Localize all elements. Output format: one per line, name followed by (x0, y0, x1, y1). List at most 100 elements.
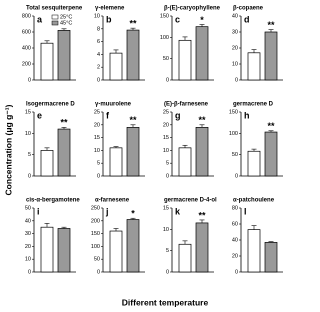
bar (126, 29, 140, 81)
significance: ** (267, 20, 275, 30)
bar (109, 230, 123, 273)
bar (247, 150, 261, 177)
y-tick-label: 15 (163, 135, 169, 141)
legend-swatch (51, 20, 59, 26)
y-tick-label: 0 (235, 173, 238, 179)
y-tick-label: 50 (25, 205, 31, 211)
legend-swatch (51, 14, 59, 20)
bar (195, 222, 209, 273)
bar (126, 127, 140, 177)
bar (57, 30, 71, 81)
y-tick-label: 15 (163, 205, 169, 211)
significance: * (131, 209, 135, 219)
significance: ** (267, 121, 275, 131)
y-tick-label: 30 (232, 29, 238, 35)
y-tick-label: 20 (232, 45, 238, 51)
bar (40, 42, 54, 81)
bar (264, 131, 278, 177)
bar (109, 147, 123, 177)
bar (247, 229, 261, 273)
x-axis-label: Different temperature (122, 297, 209, 307)
panel-title: γ-elemene (95, 6, 125, 12)
y-axis-label: Concentration (μg g⁻¹) (3, 104, 13, 195)
bar (57, 228, 71, 273)
y-tick-label: 10 (94, 148, 100, 154)
y-tick-label: 0 (166, 269, 169, 275)
panel-letter: i (37, 206, 40, 216)
y-tick-label: 5 (166, 161, 169, 167)
y-tick-label: 200 (22, 61, 31, 67)
panel-letter: k (175, 206, 181, 216)
bar (109, 52, 123, 81)
y-tick-label: 150 (160, 13, 169, 19)
y-tick-label: 10 (232, 61, 238, 67)
y-tick-label: 25 (163, 109, 169, 115)
significance: ** (198, 115, 206, 125)
significance: ** (129, 115, 137, 125)
y-tick-label: 8 (97, 26, 100, 32)
y-tick-label: 50 (232, 152, 238, 158)
y-tick-label: 200 (91, 218, 100, 224)
y-tick-label: 60 (232, 221, 238, 227)
y-tick-label: 2 (97, 65, 100, 71)
legend-label: 25°C (60, 14, 72, 20)
y-tick-label: 400 (22, 45, 31, 51)
y-tick-label: 20 (232, 253, 238, 259)
y-tick-label: 600 (22, 29, 31, 35)
y-tick-label: 20 (94, 122, 100, 128)
y-tick-label: 0 (28, 269, 31, 275)
y-tick-label: 40 (232, 237, 238, 243)
y-tick-label: 150 (91, 231, 100, 237)
panel-letter: d (244, 14, 250, 24)
y-tick-label: 250 (91, 205, 100, 211)
panel-title: α-patchoulene (233, 198, 275, 204)
y-tick-label: 0 (235, 77, 238, 83)
y-tick-label: 80 (232, 205, 238, 211)
panel-letter: f (106, 110, 110, 120)
y-tick-label: 10 (94, 13, 100, 19)
y-tick-label: 100 (160, 35, 169, 41)
bar (195, 26, 209, 81)
legend-label: 45°C (60, 20, 72, 26)
bar (126, 219, 140, 273)
bar (178, 243, 192, 273)
y-tick-label: 0 (166, 173, 169, 179)
panel-letter: a (37, 14, 43, 24)
y-tick-label: 0 (97, 77, 100, 83)
panel-title: β-(E)-caryophyllene (164, 6, 221, 12)
y-tick-label: 40 (25, 218, 31, 224)
bar (264, 31, 278, 81)
y-tick-label: 0 (97, 269, 100, 275)
y-tick-label: 15 (94, 135, 100, 141)
bar (40, 150, 54, 177)
panel-letter: g (175, 110, 181, 120)
panel-letter: l (244, 206, 247, 216)
panel-letter: e (37, 110, 42, 120)
panel-title: cis-α-bergamotene (26, 198, 80, 204)
panel-title: γ-muurolene (95, 102, 132, 108)
panel-letter: j (105, 206, 109, 216)
y-tick-label: 50 (163, 56, 169, 62)
bar (40, 226, 54, 273)
y-tick-label: 800 (22, 13, 31, 19)
y-tick-label: 40 (232, 13, 238, 19)
bar (57, 128, 71, 177)
panel-title: (E)-β-farnesene (164, 102, 209, 108)
y-tick-label: 6 (97, 39, 100, 45)
panel-title: germacrene D-4-ol (164, 198, 217, 204)
significance: * (200, 15, 204, 25)
significance: ** (129, 19, 137, 29)
panel-letter: c (175, 14, 180, 24)
y-tick-label: 10 (25, 257, 31, 263)
panel-title: Isogermacrene D (26, 102, 75, 108)
y-tick-label: 10 (25, 131, 31, 137)
y-tick-label: 10 (163, 148, 169, 154)
y-tick-label: 0 (166, 77, 169, 83)
panel-title: β-copaene (233, 6, 264, 12)
bar (195, 127, 209, 177)
y-tick-label: 50 (94, 257, 100, 263)
y-tick-label: 0 (235, 269, 238, 275)
panel-title: α-farnesene (95, 198, 130, 204)
y-tick-label: 0 (28, 173, 31, 179)
y-tick-label: 150 (229, 109, 238, 115)
